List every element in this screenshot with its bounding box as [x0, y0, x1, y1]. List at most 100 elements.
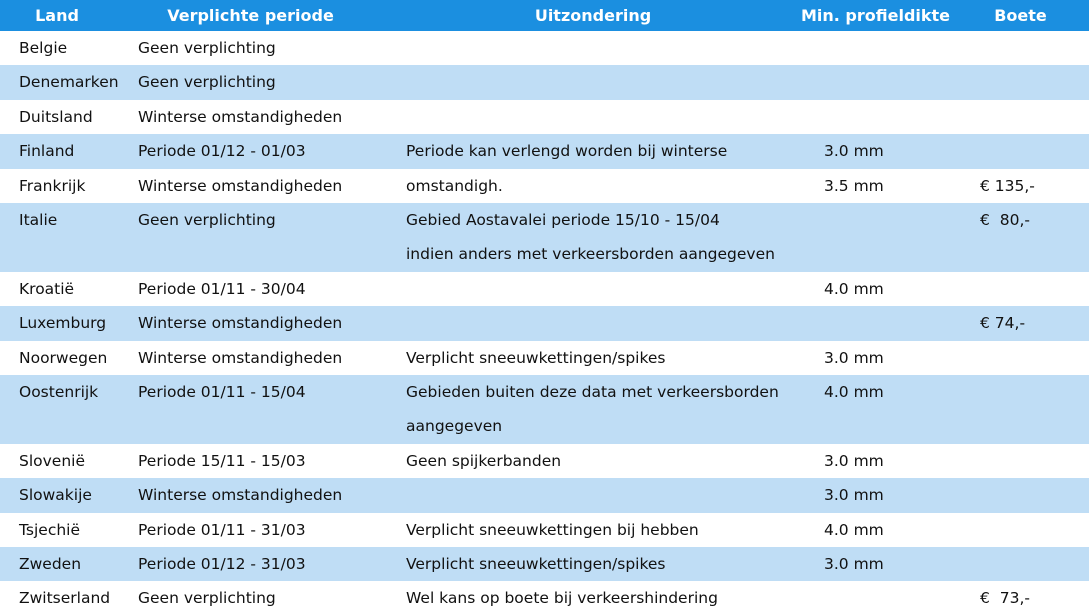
- uitzondering-line: [406, 31, 804, 65]
- cell-periode: Winterse omstandigheden: [138, 314, 343, 333]
- cell-profieldikte: 4.0 mm: [824, 520, 884, 539]
- cell-profieldikte: 3.0 mm: [824, 554, 884, 573]
- cell-land: Oostenrijk: [19, 382, 99, 401]
- cell-periode: Geen verplichting: [138, 589, 276, 608]
- cell-periode: Periode 01/12 - 01/03: [138, 142, 306, 161]
- cell-uitzondering: [387, 31, 804, 65]
- cell-uitzondering: Gebied Aostavalei periode 15/10 - 15/04 i…: [387, 203, 804, 272]
- table-row: Zweden Periode 01/12 - 31/03 Verplicht sne…: [0, 546, 1089, 582]
- cell-boete: € 80,-: [980, 210, 1030, 229]
- cell-uitzondering: Gebieden buiten deze data met verkeersbo…: [387, 375, 804, 444]
- header-boete: Boete: [994, 6, 1047, 25]
- cell-boete: [952, 444, 1089, 478]
- cell-land: Italie: [19, 210, 58, 229]
- cell-profieldikte: 3.0 mm: [824, 451, 884, 470]
- uitzondering-line: [406, 100, 804, 134]
- cell-profieldikte: [804, 65, 952, 99]
- uitzondering-line: [406, 272, 804, 306]
- uitzondering-line: Gebied Aostavalei periode 15/10 - 15/04: [406, 210, 720, 229]
- table-row: Oostenrijk Periode 01/11 - 15/04 Gebieden …: [0, 374, 1089, 444]
- cell-land: Belgie: [19, 39, 68, 57]
- cell-land: Finland: [19, 142, 75, 161]
- cell-land: Zwitserland: [19, 589, 111, 608]
- cell-land: Duitsland: [19, 107, 93, 126]
- uitzondering-line: Verplicht sneeuwkettingen/spikes: [406, 348, 666, 367]
- uitzondering-line: [406, 306, 804, 340]
- cell-boete: [952, 478, 1089, 512]
- cell-land: Slowakije: [19, 486, 92, 505]
- table-row: Tsjechië Periode 01/11 - 31/03 Verplicht s…: [0, 513, 1089, 547]
- cell-uitzondering: Geen spijkerbanden: [387, 444, 804, 478]
- table-row: Noorwegen Winterse omstandigheden Verplich…: [0, 341, 1089, 375]
- header-verplichte-periode: Verplichte periode: [167, 6, 334, 25]
- cell-boete: [952, 547, 1089, 581]
- cell-periode: Periode 01/12 - 31/03: [138, 554, 306, 573]
- table-row: Finland Periode 01/12 - 01/03 Periode kan …: [0, 134, 1089, 195]
- cell-periode: Winterse omstandigheden: [138, 348, 343, 367]
- cell-uitzondering: Periode kan verlengd worden bij winterse…: [387, 134, 804, 195]
- header-min-profieldikte: Min. profieldikte: [800, 6, 951, 25]
- table-row: Luxemburg Winterse omstandigheden € 74,-: [0, 306, 1089, 341]
- cell-land: Noorwegen: [19, 348, 108, 367]
- cell-profieldikte: [804, 306, 952, 340]
- cell-profieldikte: 3.5 mm: [824, 176, 884, 195]
- cell-profieldikte: [804, 581, 952, 615]
- cell-uitzondering: [387, 100, 804, 134]
- header-land: Land: [35, 6, 79, 25]
- cell-uitzondering: [387, 169, 804, 203]
- cell-profieldikte: [804, 100, 952, 134]
- uitzondering-line: indien anders met verkeersborden aangege…: [406, 245, 775, 264]
- cell-boete: [952, 375, 1089, 409]
- cell-periode: Winterse omstandigheden: [138, 486, 343, 505]
- cell-profieldikte: [804, 31, 952, 65]
- cell-profieldikte: 4.0 mm: [824, 382, 884, 401]
- uitzondering-line: [406, 478, 804, 512]
- table-row: Frankrijk Winterse omstandigheden 3.5 mm € …: [0, 169, 1089, 203]
- uitzondering-line: Geen spijkerbanden: [406, 451, 562, 470]
- cell-boete: [952, 65, 1089, 99]
- cell-boete: [952, 272, 1089, 306]
- table-row: Slowakije Winterse omstandigheden 3.0 mm: [0, 478, 1089, 513]
- uitzondering-line: Verplicht sneeuwkettingen bij hebben: [406, 520, 699, 539]
- cell-land: Kroatië: [19, 279, 75, 298]
- uitzondering-line: Verplicht sneeuwkettingen/spikes: [406, 554, 666, 573]
- cell-periode: Winterse omstandigheden: [138, 176, 343, 195]
- table-row: Duitsland Winterse omstandigheden: [0, 100, 1089, 134]
- cell-periode: Periode 15/11 - 15/03: [138, 451, 306, 470]
- uitzondering-line: aangegeven: [406, 417, 503, 436]
- cell-land: Denemarken: [19, 73, 119, 92]
- cell-land: Slovenië: [19, 451, 86, 470]
- table-row: Zwitserland Geen verplichting Wel kans op …: [0, 581, 1089, 615]
- cell-periode: Periode 01/11 - 30/04: [138, 279, 306, 298]
- cell-uitzondering: [387, 478, 804, 512]
- table-row: Denemarken Geen verplichting: [0, 65, 1089, 100]
- table-header: Land Verplichte periode Uitzondering Min…: [0, 0, 1089, 31]
- cell-uitzondering: Verplicht sneeuwkettingen/spikes: [387, 341, 804, 375]
- cell-boete: [952, 134, 1089, 168]
- cell-periode: Periode 01/11 - 31/03: [138, 520, 306, 539]
- uitzondering-line: Wel kans op boete bij verkeershindering: [406, 589, 718, 608]
- table-row: Belgie Geen verplichting: [0, 31, 1089, 65]
- cell-profieldikte: 3.0 mm: [824, 486, 884, 505]
- cell-boete: [952, 513, 1089, 547]
- cell-uitzondering: Verplicht sneeuwkettingen/spikes: [387, 547, 804, 581]
- cell-periode: Winterse omstandigheden: [138, 107, 343, 126]
- cell-periode: Geen verplichting: [138, 210, 276, 229]
- cell-periode: Periode 01/11 - 15/04: [138, 382, 306, 401]
- cell-boete: € 74,-: [980, 314, 1026, 333]
- header-uitzondering: Uitzondering: [534, 6, 652, 25]
- uitzondering-line: Periode kan verlengd worden bij winterse…: [406, 142, 728, 195]
- table-row: Italie Geen verplichting Gebied Aostavalei…: [0, 202, 1089, 272]
- cell-uitzondering: [387, 65, 804, 99]
- cell-uitzondering: Wel kans op boete bij verkeershindering: [387, 581, 804, 615]
- cell-land: Zweden: [19, 554, 82, 573]
- cell-uitzondering: [387, 306, 804, 340]
- cell-profieldikte: 3.0 mm: [824, 142, 884, 161]
- cell-boete: [952, 100, 1089, 134]
- uitzondering-line: Gebieden buiten deze data met verkeersbo…: [406, 382, 779, 401]
- cell-land: Frankrijk: [19, 176, 86, 195]
- cell-boete: [952, 341, 1089, 375]
- cell-profieldikte: 4.0 mm: [824, 279, 884, 298]
- uitzondering-line: [406, 169, 804, 203]
